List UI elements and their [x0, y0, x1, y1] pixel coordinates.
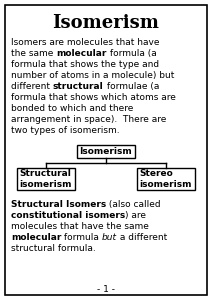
Text: two types of isomerism.: two types of isomerism. [11, 126, 120, 135]
Text: formula (a: formula (a [107, 49, 156, 58]
Text: Isomers are molecules that have: Isomers are molecules that have [11, 38, 159, 47]
Text: (also called: (also called [106, 200, 161, 209]
Text: molecules that have the same: molecules that have the same [11, 222, 149, 231]
Text: ) are: ) are [125, 211, 146, 220]
Text: number of atoms in a molecule) but: number of atoms in a molecule) but [11, 71, 174, 80]
Text: formula: formula [61, 233, 102, 242]
Text: bonded to which and there: bonded to which and there [11, 104, 133, 113]
Text: formula that shows the type and: formula that shows the type and [11, 60, 159, 69]
Text: constitutional isomers: constitutional isomers [11, 211, 125, 220]
Text: different: different [11, 82, 53, 91]
Text: but: but [102, 233, 117, 242]
Text: Structural Isomers: Structural Isomers [11, 200, 106, 209]
Text: molecular: molecular [56, 49, 107, 58]
Text: structural: structural [53, 82, 104, 91]
Text: - 1 -: - 1 - [97, 285, 115, 294]
Text: Isomerism: Isomerism [53, 14, 159, 32]
Text: formula that shows which atoms are: formula that shows which atoms are [11, 93, 176, 102]
Text: Stereo
isomerism: Stereo isomerism [140, 169, 192, 189]
Text: a different: a different [117, 233, 167, 242]
Text: arrangement in space).  There are: arrangement in space). There are [11, 115, 166, 124]
Text: formulae (a: formulae (a [104, 82, 159, 91]
Text: structural formula.: structural formula. [11, 244, 96, 253]
Text: molecular: molecular [11, 233, 61, 242]
Text: Structural
isomerism: Structural isomerism [20, 169, 72, 189]
Text: Isomerism: Isomerism [80, 147, 132, 156]
Text: the same: the same [11, 49, 56, 58]
